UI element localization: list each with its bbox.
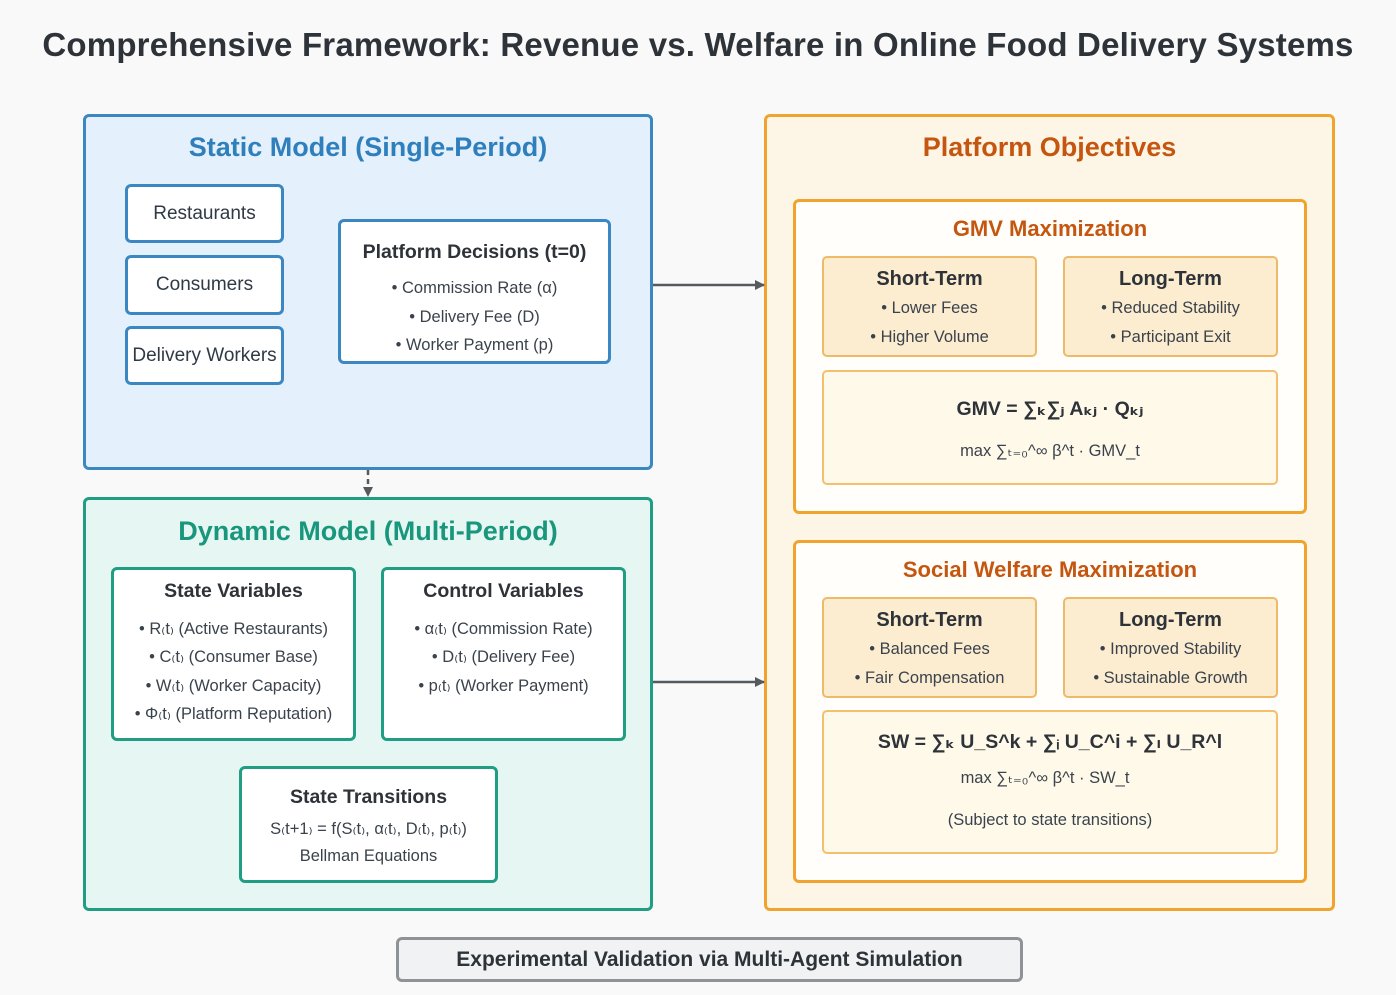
- sw-long-term-title: Long-Term: [1119, 609, 1222, 631]
- delivery-workers-node: Delivery Workers: [125, 326, 284, 385]
- control-variables-box: Control Variables • α₍t₎ (Commission Rat…: [381, 567, 626, 741]
- consumers-node: Consumers: [125, 255, 284, 315]
- sw-short-term-title: Short-Term: [876, 609, 983, 631]
- page-title: Comprehensive Framework: Revenue vs. Wel…: [42, 26, 1354, 63]
- sw-long-term-item: • Sustainable Growth: [1093, 669, 1248, 687]
- transition-equation: S₍t+1₎ = f(S₍t₎, α₍t₎, D₍t₎, p₍t₎): [270, 820, 467, 838]
- decision-item: • Worker Payment (p): [395, 336, 554, 354]
- decision-item: • Commission Rate (α): [391, 279, 558, 297]
- state-variable-item: • C₍t₎ (Consumer Base): [149, 648, 318, 666]
- gmv-short-term-item: • Higher Volume: [870, 328, 989, 346]
- gmv-long-term-item: • Reduced Stability: [1101, 299, 1240, 317]
- state-transitions-box: State Transitions S₍t+1₎ = f(S₍t₎, α₍t₎,…: [239, 766, 498, 883]
- gmv-formula: GMV = ∑ₖ∑ⱼ Aₖⱼ · Qₖⱼ: [956, 398, 1144, 420]
- state-transitions-title: State Transitions: [289, 786, 448, 808]
- social-welfare-title: Social Welfare Maximization: [902, 557, 1198, 582]
- state-variables-title: State Variables: [164, 580, 303, 602]
- gmv-short-term-item: • Lower Fees: [881, 299, 978, 317]
- state-variable-item: • W₍t₎ (Worker Capacity): [145, 677, 322, 695]
- sw-formula: SW = ∑ₖ U_S^k + ∑ᵢ U_C^i + ∑ₗ U_R^l: [877, 731, 1223, 753]
- gmv-long-term-title: Long-Term: [1119, 268, 1222, 290]
- sw-short-term-item: • Balanced Fees: [869, 640, 990, 658]
- bellman-label: Bellman Equations: [299, 847, 438, 865]
- state-variable-item: • Φ₍t₎ (Platform Reputation): [134, 705, 333, 723]
- state-variable-item: • R₍t₎ (Active Restaurants): [138, 620, 329, 638]
- sw-constraint-note: (Subject to state transitions): [947, 811, 1153, 829]
- control-variables-title: Control Variables: [423, 580, 584, 602]
- sw-short-term-item: • Fair Compensation: [854, 669, 1005, 687]
- dynamic-model-title: Dynamic Model (Multi-Period): [178, 516, 558, 546]
- experimental-validation-banner: Experimental Validation via Multi-Agent …: [396, 937, 1023, 982]
- control-variable-item: • α₍t₎ (Commission Rate): [414, 620, 593, 638]
- gmv-title: GMV Maximization: [952, 216, 1148, 241]
- gmv-long-term-box: Long-Term • Reduced Stability • Particip…: [1063, 256, 1278, 357]
- sw-objective: max ∑ₜ₌₀^∞ β^t · SW_t: [960, 769, 1130, 787]
- gmv-short-term-box: Short-Term • Lower Fees • Higher Volume: [822, 256, 1037, 357]
- platform-objectives-title: Platform Objectives: [922, 132, 1177, 162]
- control-variable-item: • D₍t₎ (Delivery Fee): [431, 648, 576, 666]
- sw-long-term-box: Long-Term • Improved Stability • Sustain…: [1063, 597, 1278, 698]
- platform-decisions-title: Platform Decisions (t=0): [362, 241, 587, 263]
- platform-decisions-box: Platform Decisions (t=0) • Commission Ra…: [338, 219, 611, 364]
- control-variable-item: • p₍t₎ (Worker Payment): [418, 677, 589, 695]
- gmv-short-term-title: Short-Term: [876, 268, 983, 290]
- static-model-title: Static Model (Single-Period): [188, 132, 548, 162]
- gmv-formula-box: GMV = ∑ₖ∑ⱼ Aₖⱼ · Qₖⱼ max ∑ₜ₌₀^∞ β^t · GM…: [822, 370, 1278, 485]
- restaurants-node: Restaurants: [125, 184, 284, 243]
- decision-item: • Delivery Fee (D): [409, 308, 540, 326]
- sw-short-term-box: Short-Term • Balanced Fees • Fair Compen…: [822, 597, 1037, 698]
- sw-formula-box: SW = ∑ₖ U_S^k + ∑ᵢ U_C^i + ∑ₗ U_R^l max …: [822, 710, 1278, 854]
- sw-long-term-item: • Improved Stability: [1099, 640, 1242, 658]
- state-variables-box: State Variables • R₍t₎ (Active Restauran…: [111, 567, 356, 741]
- gmv-long-term-item: • Participant Exit: [1110, 328, 1231, 346]
- gmv-objective: max ∑ₜ₌₀^∞ β^t · GMV_t: [960, 442, 1140, 460]
